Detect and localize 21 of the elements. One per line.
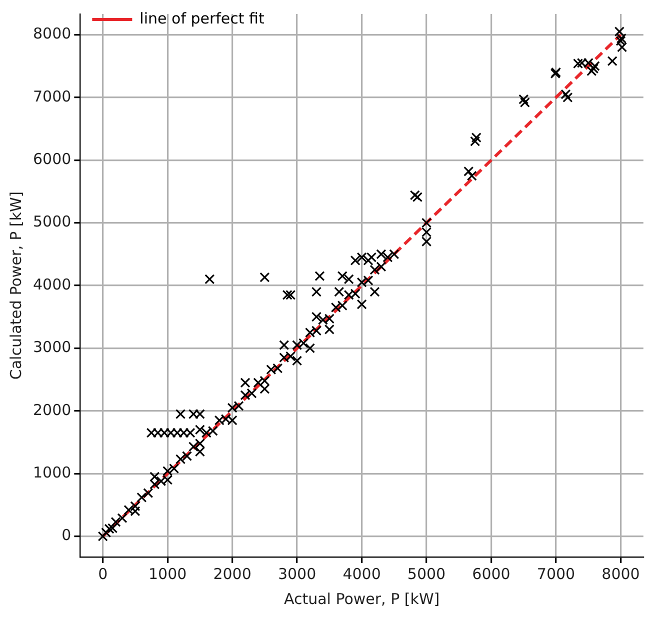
x-tick-label: 6000 [472,564,510,583]
x-tick-label: 5000 [407,564,446,583]
y-tick-label: 0 [62,526,72,544]
x-tick-label: 0 [98,564,108,583]
x-tick-label: 8000 [602,564,640,583]
y-tick-label: 7000 [32,87,72,106]
y-tick-label: 1000 [32,463,72,482]
x-tick-label: 4000 [342,564,381,583]
legend-label: line of perfect fit [140,9,265,28]
x-axis-title: Actual Power, P [kW] [284,590,440,608]
y-axis-title: Calculated Power, P [kW] [6,191,25,380]
x-tick-label: 3000 [278,564,316,583]
y-tick-label: 4000 [32,275,72,294]
x-tick-label: 7000 [536,564,576,583]
y-tick-label: 8000 [32,24,72,43]
y-tick-label: 5000 [32,212,72,231]
y-tick-label: 6000 [32,150,72,168]
y-tick-label: 3000 [32,338,72,356]
x-tick-label: 2000 [213,564,252,583]
y-tick-label: 2000 [32,400,72,419]
x-tick-label: 1000 [148,564,187,583]
